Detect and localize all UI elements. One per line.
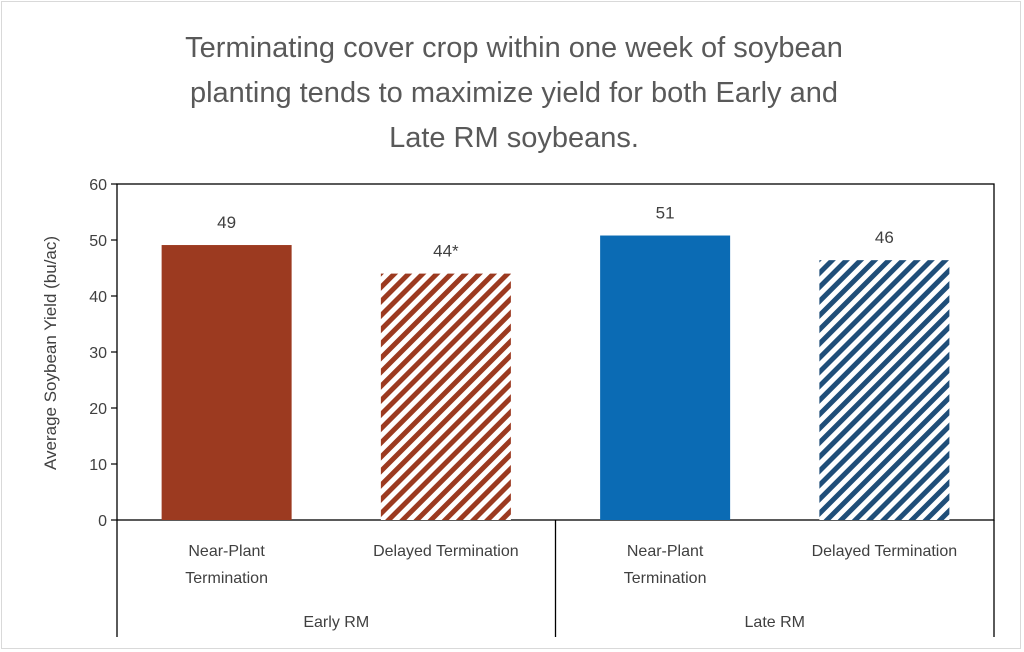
y-tick-label: 20 [89, 401, 107, 418]
y-tick-label: 0 [98, 513, 107, 530]
chart-title: Terminating cover crop within one week o… [114, 26, 914, 161]
data-label: 46 [875, 228, 894, 247]
y-axis-label: Average Soybean Yield (bu/ac) [41, 236, 60, 470]
chart-title-line-1: Terminating cover crop within one week o… [185, 32, 843, 64]
y-tick-label: 40 [89, 289, 107, 306]
chart-title-line-3: Late RM soybeans. [389, 122, 639, 154]
bar-0-0 [161, 245, 292, 521]
bar-1-1 [819, 260, 950, 520]
y-tick-label: 10 [89, 457, 107, 474]
category-label: Delayed Termination [812, 543, 958, 560]
y-tick-label: 60 [89, 177, 107, 194]
data-label: 49 [217, 213, 236, 232]
category-label: Near-Plant [627, 543, 704, 560]
y-tick-label: 30 [89, 345, 107, 362]
group-label: Early RM [303, 614, 369, 631]
data-label: 44* [433, 242, 459, 261]
category-label: Delayed Termination [373, 543, 519, 560]
chart-title-line-2: planting tends to maximize yield for bot… [189, 77, 838, 109]
category-label: Near-Plant [188, 543, 265, 560]
bar-0-1 [380, 273, 511, 520]
group-label: Late RM [745, 614, 805, 631]
bar-1-0 [600, 235, 731, 520]
category-label: Termination [624, 570, 707, 587]
category-label: Termination [185, 570, 268, 587]
y-tick-label: 50 [89, 233, 107, 250]
data-label: 51 [656, 204, 675, 223]
